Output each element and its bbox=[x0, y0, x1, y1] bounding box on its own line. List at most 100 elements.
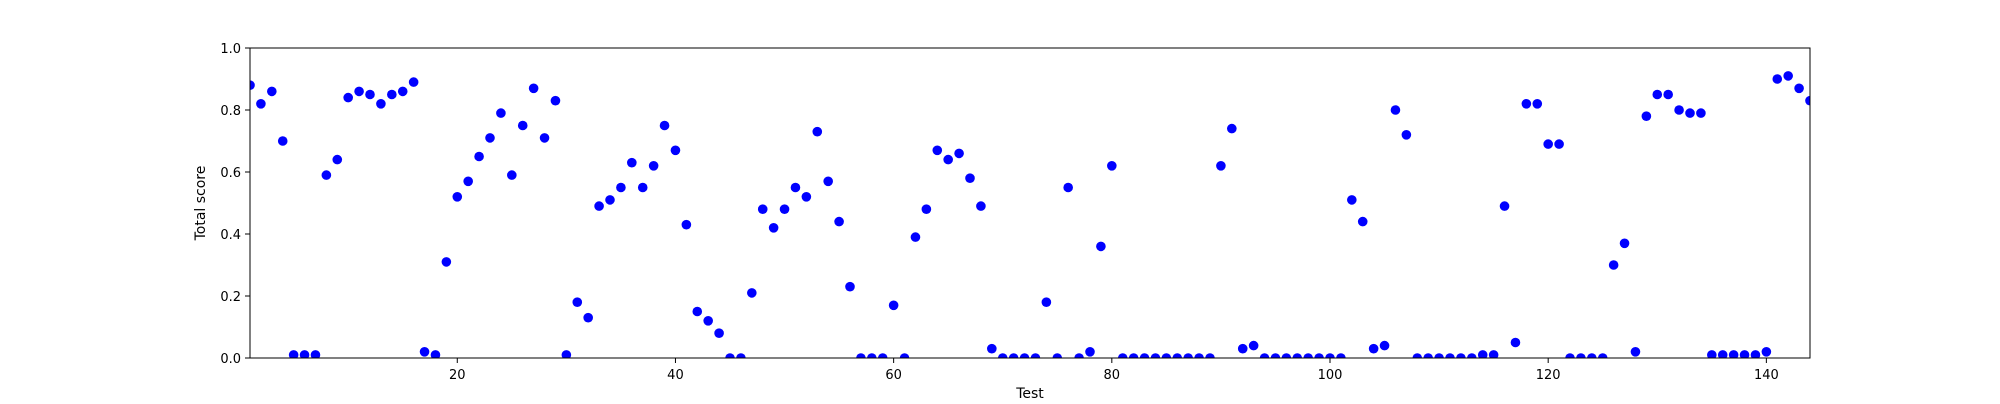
data-point bbox=[899, 353, 910, 358]
data-point bbox=[1270, 353, 1281, 358]
data-point bbox=[452, 192, 463, 202]
data-point bbox=[1739, 350, 1750, 358]
data-point bbox=[1041, 297, 1052, 308]
data-point bbox=[1368, 343, 1379, 354]
data-point bbox=[1783, 71, 1793, 81]
data-point bbox=[1161, 353, 1172, 358]
data-point bbox=[463, 176, 473, 187]
data-point bbox=[1750, 350, 1761, 358]
data-point bbox=[1292, 353, 1303, 358]
data-point bbox=[332, 154, 343, 165]
data-point bbox=[1641, 111, 1652, 121]
y-tick-label: 0.2 bbox=[220, 290, 241, 305]
data-point bbox=[288, 350, 299, 358]
data-point bbox=[1761, 347, 1772, 357]
data-point bbox=[1085, 347, 1095, 357]
data-point bbox=[1128, 353, 1139, 358]
data-point bbox=[1107, 161, 1117, 171]
data-point bbox=[299, 350, 310, 358]
data-point bbox=[965, 173, 975, 183]
data-point bbox=[1728, 350, 1739, 358]
x-tick-label: 120 bbox=[1536, 368, 1561, 383]
data-point bbox=[616, 182, 626, 193]
data-point bbox=[921, 204, 932, 214]
x-axis-label: Test bbox=[1015, 386, 1044, 400]
data-point bbox=[648, 161, 659, 171]
data-point bbox=[256, 99, 266, 109]
data-point bbox=[507, 170, 517, 180]
data-point bbox=[1183, 353, 1193, 358]
data-point bbox=[1390, 105, 1401, 115]
data-point bbox=[1554, 139, 1564, 149]
data-point bbox=[1336, 353, 1346, 358]
data-point bbox=[1237, 343, 1248, 354]
data-point bbox=[1117, 353, 1128, 358]
data-point bbox=[1030, 353, 1041, 358]
data-point bbox=[1587, 353, 1597, 358]
data-point bbox=[441, 257, 452, 267]
data-point bbox=[747, 288, 757, 298]
data-point bbox=[1717, 350, 1728, 358]
data-point bbox=[1576, 353, 1586, 358]
data-point bbox=[1499, 201, 1510, 211]
data-point bbox=[703, 316, 713, 326]
data-point bbox=[550, 95, 561, 106]
data-point bbox=[681, 219, 692, 230]
data-point bbox=[714, 328, 724, 339]
data-point bbox=[1794, 83, 1804, 94]
data-point bbox=[1412, 353, 1423, 358]
y-tick-label: 0.8 bbox=[220, 104, 241, 119]
data-point bbox=[757, 204, 768, 214]
data-point bbox=[834, 216, 844, 227]
points-layer bbox=[250, 71, 1810, 358]
data-point bbox=[1510, 337, 1521, 348]
data-point bbox=[1172, 353, 1183, 358]
data-point bbox=[943, 154, 953, 165]
data-point bbox=[474, 151, 484, 162]
data-point bbox=[790, 182, 801, 193]
data-point bbox=[736, 353, 746, 358]
data-point bbox=[1477, 350, 1488, 358]
data-point bbox=[1063, 182, 1073, 193]
y-tick-label: 1.0 bbox=[220, 42, 241, 57]
data-point bbox=[1696, 108, 1706, 118]
data-point bbox=[823, 176, 833, 187]
data-point bbox=[376, 99, 386, 109]
data-point bbox=[1357, 216, 1368, 227]
x-tick-label: 40 bbox=[667, 368, 684, 383]
data-point bbox=[1707, 350, 1717, 358]
data-point bbox=[1630, 347, 1641, 357]
data-point bbox=[1052, 353, 1063, 358]
data-point bbox=[997, 353, 1008, 358]
data-point bbox=[801, 192, 812, 202]
data-point bbox=[605, 195, 615, 205]
data-point bbox=[1434, 353, 1444, 358]
data-point bbox=[954, 148, 964, 159]
data-point bbox=[1663, 89, 1673, 100]
data-point bbox=[637, 182, 648, 193]
data-point bbox=[1456, 353, 1466, 358]
data-point bbox=[365, 89, 375, 100]
data-point bbox=[321, 170, 332, 180]
data-point bbox=[1074, 353, 1084, 358]
data-point bbox=[910, 232, 921, 242]
data-point bbox=[1401, 130, 1412, 140]
data-point bbox=[768, 223, 779, 233]
data-point bbox=[1543, 139, 1553, 149]
data-point bbox=[1347, 195, 1357, 205]
data-point bbox=[539, 133, 550, 143]
data-point bbox=[1096, 241, 1106, 252]
data-point bbox=[517, 120, 528, 131]
data-point bbox=[1008, 353, 1019, 358]
x-tick-label: 140 bbox=[1754, 368, 1779, 383]
data-point bbox=[692, 306, 703, 317]
data-point bbox=[867, 353, 877, 358]
x-tick-label: 100 bbox=[1318, 368, 1343, 383]
x-tick-label: 20 bbox=[449, 368, 466, 383]
data-point bbox=[1488, 350, 1499, 358]
data-point bbox=[888, 300, 899, 311]
data-point bbox=[1019, 353, 1030, 358]
data-point bbox=[485, 133, 495, 143]
data-point bbox=[932, 145, 943, 156]
